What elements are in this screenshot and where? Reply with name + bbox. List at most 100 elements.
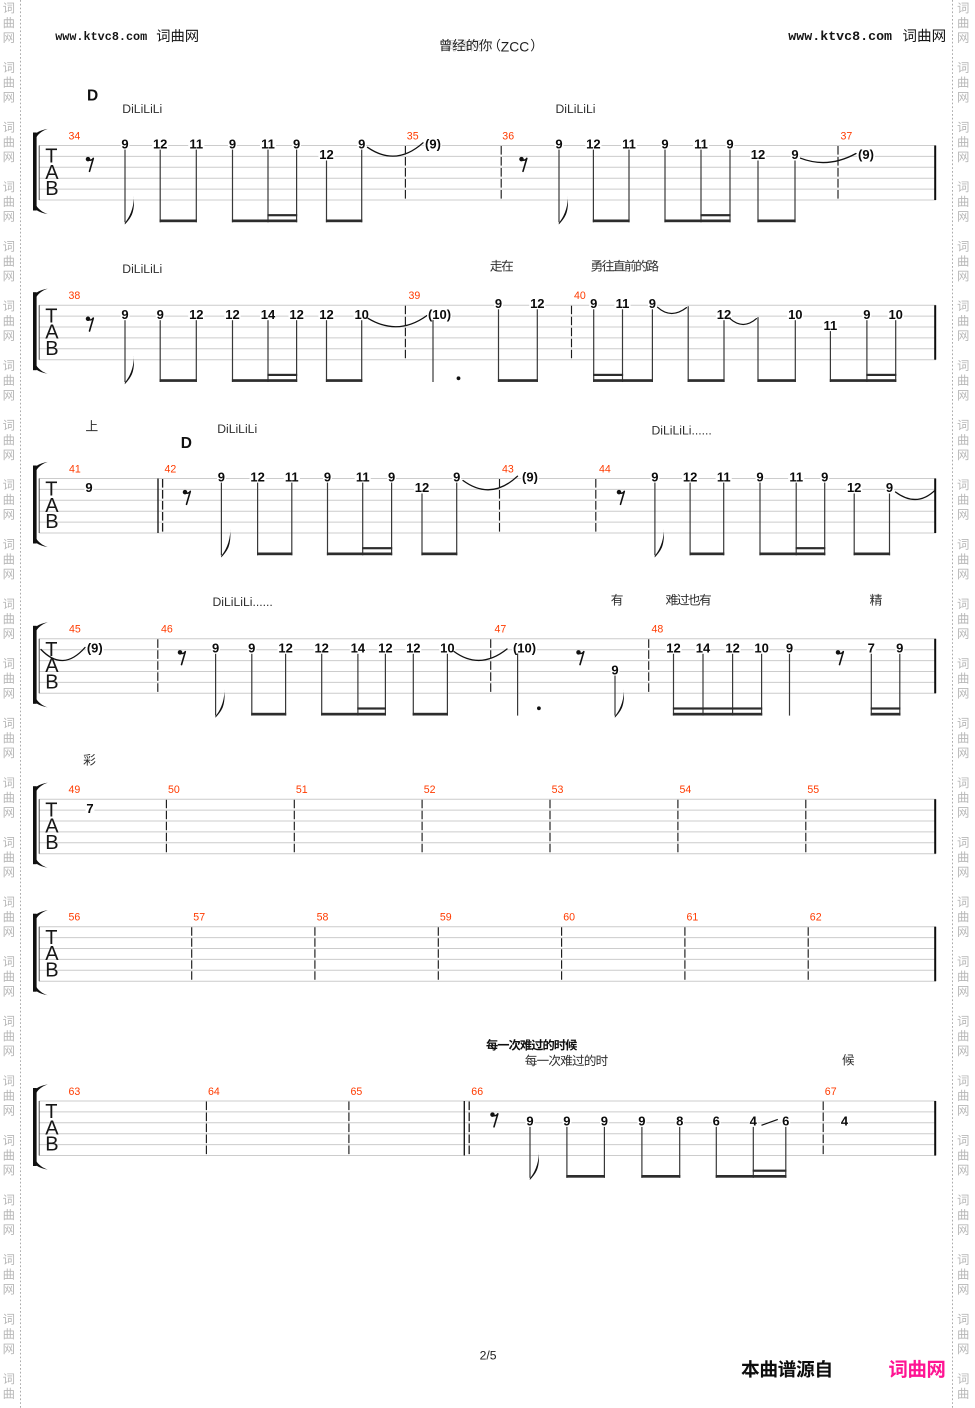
svg-text:12: 12: [153, 136, 167, 151]
svg-text:4: 4: [750, 1114, 758, 1129]
svg-text:9: 9: [863, 307, 870, 322]
svg-text:9: 9: [590, 296, 597, 311]
svg-text:50: 50: [168, 784, 180, 796]
svg-text:9: 9: [638, 1114, 645, 1129]
svg-text:44: 44: [599, 463, 611, 475]
svg-text:9: 9: [649, 296, 656, 311]
svg-text:53: 53: [552, 784, 564, 796]
svg-text:9: 9: [886, 480, 893, 495]
svg-text:12: 12: [725, 641, 739, 656]
svg-text:9: 9: [248, 641, 255, 656]
svg-text:(9): (9): [522, 469, 538, 484]
svg-text:(9): (9): [858, 147, 874, 162]
svg-text:11: 11: [356, 469, 370, 484]
svg-text:62: 62: [810, 912, 822, 924]
svg-text:59: 59: [440, 912, 452, 924]
svg-text:DiLiLiLi......: DiLiLiLi......: [213, 595, 273, 609]
svg-text:10: 10: [354, 307, 368, 322]
svg-text:A: A: [45, 322, 59, 344]
svg-text:9: 9: [85, 480, 92, 495]
svg-text:9: 9: [726, 136, 733, 151]
svg-text:11: 11: [261, 136, 275, 151]
svg-text:(10): (10): [513, 641, 536, 656]
svg-text:60: 60: [563, 912, 575, 924]
svg-text:A: A: [45, 495, 59, 517]
svg-text:9: 9: [896, 641, 903, 656]
svg-text:ZCC: ZCC: [501, 40, 529, 55]
svg-text:10: 10: [440, 641, 454, 656]
svg-text:9: 9: [791, 147, 798, 162]
svg-text:43: 43: [502, 463, 514, 475]
svg-text:12: 12: [289, 307, 303, 322]
svg-text:12: 12: [530, 296, 544, 311]
svg-text:52: 52: [424, 784, 436, 796]
svg-text:9: 9: [555, 136, 562, 151]
svg-text:9: 9: [786, 641, 793, 656]
svg-text:12: 12: [378, 641, 392, 656]
svg-text:T: T: [45, 1101, 57, 1123]
svg-text:9: 9: [756, 469, 763, 484]
svg-text:38: 38: [69, 290, 81, 302]
svg-text:48: 48: [652, 624, 664, 636]
svg-text:12: 12: [586, 136, 600, 151]
svg-text:58: 58: [317, 912, 329, 924]
svg-text:(9): (9): [87, 641, 103, 656]
svg-text:63: 63: [69, 1086, 81, 1098]
svg-text:9: 9: [218, 469, 225, 484]
svg-text:54: 54: [680, 784, 692, 796]
svg-text:D: D: [87, 87, 98, 104]
svg-text:11: 11: [694, 136, 708, 151]
svg-text:9: 9: [563, 1114, 570, 1129]
svg-text:12: 12: [250, 469, 264, 484]
svg-text:12: 12: [189, 307, 203, 322]
svg-text:A: A: [45, 1117, 59, 1139]
svg-text:B: B: [45, 338, 58, 360]
svg-text:67: 67: [825, 1086, 837, 1098]
svg-text:57: 57: [193, 912, 205, 924]
svg-text:B: B: [45, 832, 58, 854]
svg-text:T: T: [45, 305, 57, 327]
svg-text:12: 12: [717, 307, 731, 322]
svg-text:65: 65: [351, 1086, 363, 1098]
svg-text:T: T: [45, 927, 57, 949]
svg-text:12: 12: [278, 641, 292, 656]
svg-text:DiLiLiLi......: DiLiLiLi......: [652, 424, 712, 438]
svg-text:9: 9: [157, 307, 164, 322]
svg-text:9: 9: [388, 469, 395, 484]
svg-text:8: 8: [676, 1114, 683, 1129]
svg-text:40: 40: [574, 290, 586, 302]
svg-text:12: 12: [415, 480, 429, 495]
svg-text:B: B: [45, 511, 58, 533]
svg-text:B: B: [45, 1134, 58, 1156]
svg-text:11: 11: [717, 469, 731, 484]
svg-text:10: 10: [888, 307, 902, 322]
svg-text:12: 12: [314, 641, 328, 656]
svg-text:T: T: [45, 146, 57, 168]
svg-text:9: 9: [121, 136, 128, 151]
svg-text:A: A: [45, 655, 59, 677]
svg-text:11: 11: [622, 136, 636, 151]
svg-text:9: 9: [601, 1114, 608, 1129]
svg-text:9: 9: [526, 1114, 533, 1129]
svg-text:A: A: [45, 162, 59, 184]
svg-text:49: 49: [69, 784, 81, 796]
svg-text:14: 14: [696, 641, 711, 656]
svg-text:7: 7: [86, 801, 93, 816]
svg-text:www.ktvc8.com: www.ktvc8.com: [55, 30, 147, 44]
svg-text:A: A: [45, 816, 59, 838]
svg-text:9: 9: [453, 469, 460, 484]
svg-text:9: 9: [358, 136, 365, 151]
svg-text:9: 9: [229, 136, 236, 151]
svg-text:9: 9: [324, 469, 331, 484]
svg-text:(10): (10): [428, 307, 451, 322]
svg-text:B: B: [45, 178, 58, 200]
svg-text:9: 9: [495, 296, 502, 311]
svg-text:12: 12: [406, 641, 420, 656]
svg-text:(9): (9): [425, 136, 441, 151]
svg-text:T: T: [45, 479, 57, 501]
svg-text:DiLiLiLi: DiLiLiLi: [122, 102, 162, 116]
svg-text:DiLiLiLi: DiLiLiLi: [217, 422, 257, 436]
svg-text:14: 14: [261, 307, 276, 322]
svg-text:9: 9: [651, 469, 658, 484]
svg-text:9: 9: [293, 136, 300, 151]
